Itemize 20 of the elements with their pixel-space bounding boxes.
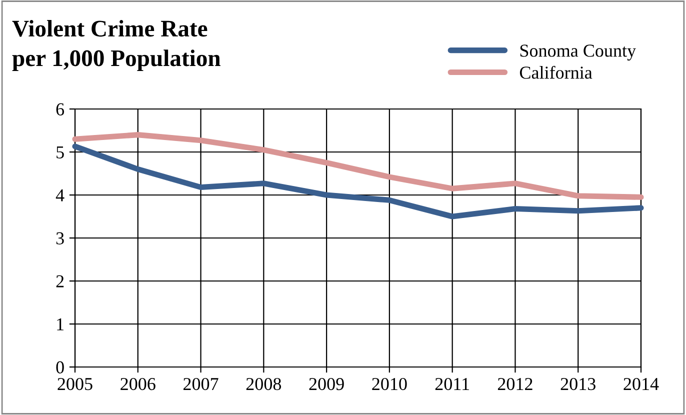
x-tick-label: 2014 [624,378,659,390]
x-tick-label: 2012 [498,378,532,390]
x-tick-label: 2007 [184,378,218,390]
x-tick-label: 2005 [58,378,92,390]
x-tick-label: 2010 [372,378,407,390]
legend-label: California [520,66,592,79]
y-tick-label: 3 [56,232,64,244]
x-tick-label: 2011 [435,378,469,390]
y-tick-label: 1 [57,318,64,330]
legend-label: Sonoma County [520,44,636,61]
y-tick-label: 2 [56,275,64,288]
x-tick-label: 2006 [120,378,156,390]
x-tick-label: 2013 [560,378,596,390]
y-tick-label: 0 [56,361,64,374]
y-tick-label: 5 [56,146,64,158]
x-tick-label: 2009 [309,378,344,390]
y-tick-label: 4 [56,189,64,202]
chart-title: Violent Crime Rate per 1,000 Population [12,20,220,72]
x-tick-label: 2008 [246,378,282,390]
y-tick-label: 6 [56,103,64,116]
